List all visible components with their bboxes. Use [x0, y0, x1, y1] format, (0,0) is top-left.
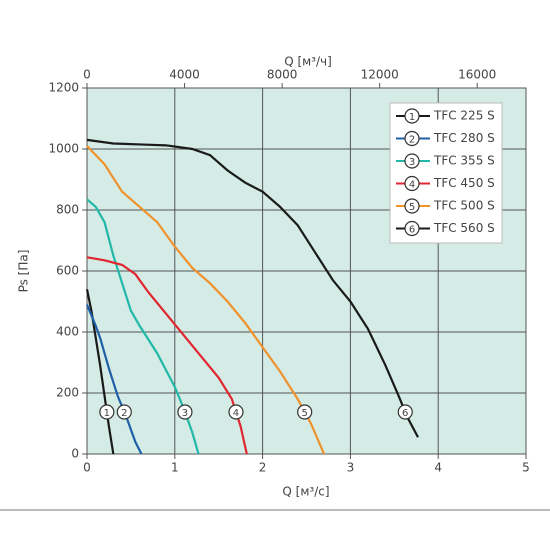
- curve-label-circle: [228, 404, 244, 420]
- series-line: [86, 145, 326, 455]
- curve-label-circle: [116, 404, 132, 420]
- x-axis-label: Q [м³/с]: [282, 485, 329, 499]
- x-tick-label: 1: [171, 461, 179, 475]
- x2-tick-label: 8000: [267, 68, 298, 82]
- y-tick-label: 800: [56, 203, 79, 217]
- curve-label-circle: [177, 404, 193, 420]
- x2-tick-label: 12000: [361, 68, 399, 82]
- y-tick-label: 200: [56, 386, 79, 400]
- legend-number: 2: [409, 135, 415, 146]
- legend-box: [389, 102, 503, 244]
- x-tick-label: 4: [434, 461, 442, 475]
- plot-border: [86, 87, 527, 455]
- legend-number: 5: [409, 202, 415, 213]
- legend-label: TFC 225 S: [433, 109, 495, 123]
- legend: [389, 102, 503, 244]
- curve-label-circle: [397, 404, 413, 420]
- legend-label: TFC 560 S: [433, 221, 495, 235]
- curve-label: 1: [104, 408, 110, 419]
- x2-tick-label: 0: [83, 68, 91, 82]
- x-tick-label: 5: [522, 461, 530, 475]
- y-tick-label: 1000: [48, 142, 79, 156]
- x2-tick-label: 4000: [169, 68, 200, 82]
- legend-number-circle: [404, 130, 420, 147]
- series-line: [86, 256, 248, 455]
- x2-axis-label: Q [м³/ч]: [284, 55, 332, 69]
- x-tick-label: 0: [83, 461, 91, 475]
- legend-label: TFC 450 S: [433, 176, 495, 190]
- series-line: [85, 289, 115, 455]
- curve-label: 3: [182, 408, 188, 419]
- legend-number-circle: [404, 198, 420, 214]
- series-line: [86, 138, 419, 438]
- legend-number-circle: [404, 153, 420, 169]
- y-tick-label: 600: [56, 264, 79, 278]
- legend-number: 4: [409, 180, 415, 191]
- legend-number-circle: [404, 220, 420, 237]
- y-axis-label: Ps [Па]: [17, 250, 31, 293]
- curve-label-circle: [297, 404, 313, 420]
- legend-label: TFC 280 S: [433, 131, 495, 145]
- curve-label: 4: [233, 408, 239, 419]
- x2-tick-label: 16000: [458, 68, 496, 82]
- curve-label-circle: [99, 404, 115, 420]
- legend-number: 6: [409, 225, 415, 236]
- y-tick-label: 400: [56, 325, 79, 339]
- legend-number: 1: [409, 112, 415, 123]
- legend-number-circle: [404, 108, 420, 124]
- legend-number: 3: [409, 157, 415, 168]
- series-line: [85, 304, 143, 455]
- curve-label: 2: [121, 408, 127, 419]
- legend-label: TFC 500 S: [433, 199, 495, 213]
- curve-label: 6: [402, 408, 408, 419]
- x-tick-label: 3: [347, 461, 355, 475]
- y-tick-label: 1200: [48, 81, 79, 95]
- x-tick-label: 2: [259, 461, 267, 475]
- legend-label: TFC 355 S: [433, 154, 495, 168]
- y-tick-label: 0: [71, 447, 79, 461]
- legend-number-circle: [404, 175, 420, 192]
- curve-label: 5: [301, 408, 307, 419]
